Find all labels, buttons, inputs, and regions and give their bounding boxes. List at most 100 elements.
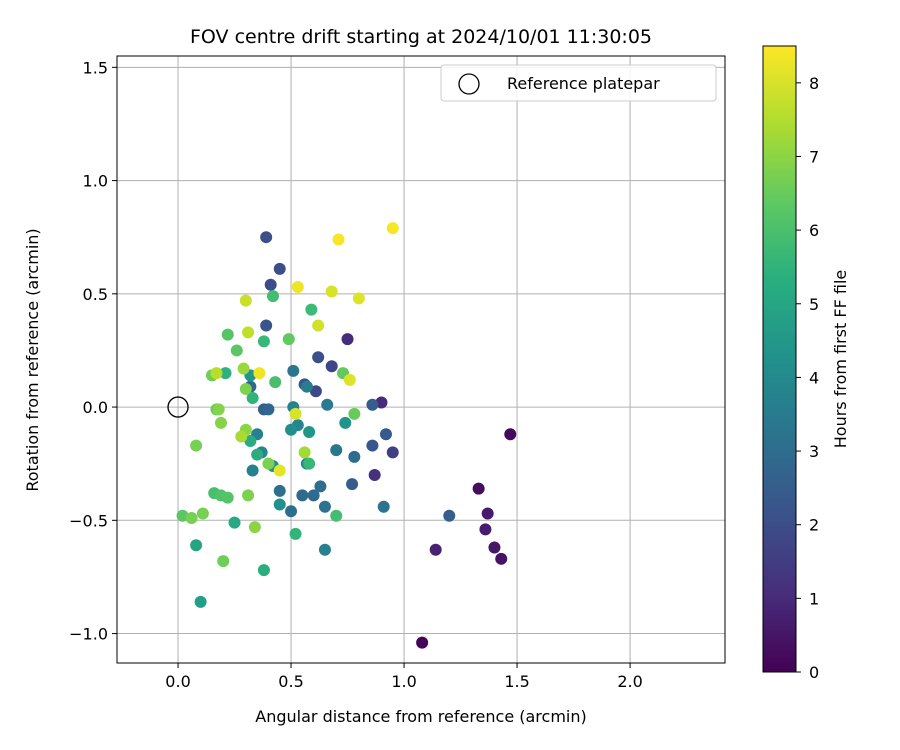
- y-tick-label: 0.0: [83, 398, 108, 417]
- plot-frame: [116, 55, 726, 664]
- scatter-point: [196, 507, 209, 520]
- scatter-point: [246, 464, 259, 477]
- reference-marker: [167, 396, 189, 418]
- scatter-point: [307, 489, 320, 502]
- colorbar-tick-label: 5: [809, 295, 819, 314]
- scatter-point: [318, 543, 331, 556]
- scatter-points: [176, 222, 517, 649]
- chart-title: FOV centre drift starting at 2024/10/01 …: [190, 26, 652, 48]
- colorbar-tick-label: 6: [809, 221, 819, 240]
- x-tick-label: 2.0: [617, 672, 642, 691]
- scatter-point: [221, 328, 234, 341]
- x-tick-label: 1.5: [504, 672, 529, 691]
- scatter-point: [368, 469, 381, 482]
- y-tick-label: 1.5: [83, 58, 108, 77]
- scatter-point: [305, 303, 318, 316]
- scatter-point: [330, 509, 343, 522]
- scatter-point: [379, 428, 392, 441]
- scatter-point: [269, 376, 282, 389]
- scatter-point: [330, 444, 343, 457]
- scatter-point: [298, 446, 311, 459]
- scatter-point: [472, 482, 485, 495]
- legend-marker: [458, 73, 480, 95]
- y-axis-label: Rotation from reference (arcmin): [23, 228, 42, 491]
- scatter-point: [348, 407, 361, 420]
- x-tick-label: 0.0: [165, 672, 190, 691]
- colorbar-tick-label: 2: [809, 516, 819, 535]
- scatter-point: [314, 480, 327, 493]
- scatter-point: [366, 439, 379, 452]
- scatter-point: [312, 351, 325, 364]
- scatter-point: [212, 403, 225, 416]
- scatter-point: [291, 281, 304, 294]
- scatter-point: [244, 435, 257, 448]
- scatter-point: [242, 326, 255, 339]
- scatter-point: [443, 509, 456, 522]
- scatter-point: [217, 555, 230, 568]
- x-tick-label: 0.5: [278, 672, 303, 691]
- scatter-point: [296, 489, 309, 502]
- scatter-point: [194, 595, 207, 608]
- scatter-point: [488, 541, 501, 554]
- scatter-point: [495, 552, 508, 565]
- x-axis-label: Angular distance from reference (arcmin): [255, 707, 586, 726]
- scatter-point: [221, 491, 234, 504]
- scatter-point: [309, 385, 322, 398]
- scatter-point: [377, 500, 390, 513]
- scatter-point: [352, 292, 365, 305]
- scatter-point: [262, 403, 275, 416]
- scatter-point: [343, 373, 356, 386]
- x-tick-label: 1.0: [391, 672, 416, 691]
- scatter-point: [253, 367, 266, 380]
- scatter-point: [239, 294, 252, 307]
- scatter-point: [386, 222, 399, 235]
- y-tick-label: 0.5: [83, 285, 108, 304]
- scatter-point: [504, 428, 517, 441]
- colorbar-label: Hours from first FF file: [831, 270, 850, 449]
- scatter-point: [481, 507, 494, 520]
- colorbar-tick-label: 0: [809, 663, 819, 682]
- scatter-point: [242, 489, 255, 502]
- scatter-point: [366, 398, 379, 411]
- scatter-point: [273, 262, 286, 275]
- scatter-point: [266, 290, 279, 303]
- legend: Reference platepar: [440, 64, 717, 102]
- scatter-point: [289, 407, 302, 420]
- scatter-point: [282, 333, 295, 346]
- scatter-point: [285, 505, 298, 518]
- scatter-point: [339, 416, 352, 429]
- scatter-point: [246, 392, 259, 405]
- axis-ticks: 0.0 0.5 1.0 1.5 2.0 −1.0 −0.5 0.0 0.5 1.0 1.5: [69, 58, 643, 691]
- scatter-point: [289, 527, 302, 540]
- y-tick-label: 1.0: [83, 172, 108, 191]
- scatter-point: [346, 478, 359, 491]
- scatter-point: [325, 285, 338, 298]
- scatter-point: [214, 416, 227, 429]
- scatter-point: [260, 319, 273, 332]
- grid-lines: [117, 56, 725, 663]
- colorbar-tick-label: 3: [809, 442, 819, 461]
- scatter-point: [348, 450, 361, 463]
- scatter-point: [251, 448, 264, 461]
- scatter-point: [210, 367, 223, 380]
- scatter-point: [285, 423, 298, 436]
- scatter-point: [273, 464, 286, 477]
- scatter-point: [273, 498, 286, 511]
- scatter-point: [257, 564, 270, 577]
- scatter-point: [273, 484, 286, 497]
- colorbar-ticks: 0 1 2 3 4 5 6 7 8: [796, 74, 819, 682]
- scatter-point: [248, 521, 261, 534]
- scatter-point: [479, 523, 492, 536]
- scatter-point: [237, 362, 250, 375]
- colorbar-gradient: [762, 45, 797, 673]
- colorbar-tick-label: 8: [809, 74, 819, 93]
- scatter-point: [230, 344, 243, 357]
- legend-label: Reference platepar: [507, 74, 660, 93]
- legend-box: [440, 64, 717, 102]
- colorbar-tick-label: 1: [809, 589, 819, 608]
- scatter-point: [235, 430, 248, 443]
- scatter-point: [185, 512, 198, 525]
- scatter-point: [312, 319, 325, 332]
- scatter-point: [300, 380, 313, 393]
